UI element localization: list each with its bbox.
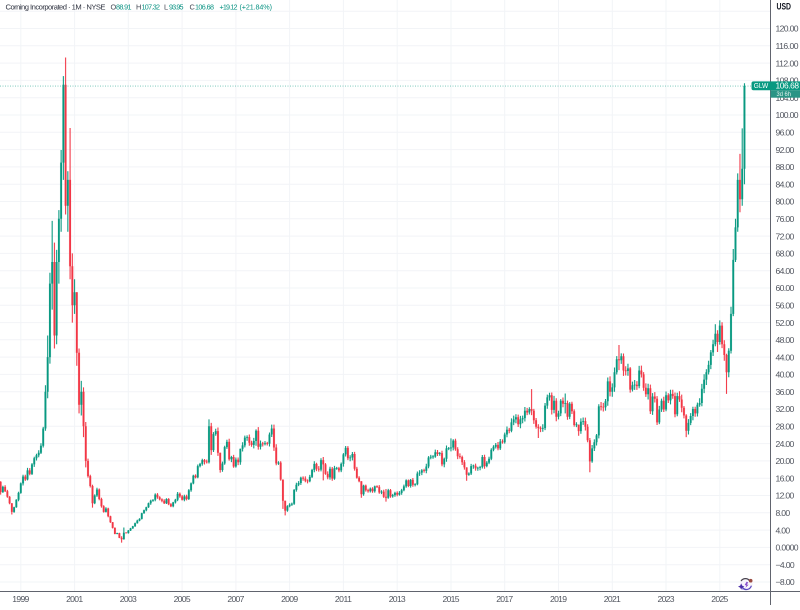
svg-text:GLW: GLW (754, 83, 769, 90)
svg-text:20.00: 20.00 (776, 456, 795, 466)
svg-text:116.00: 116.00 (776, 41, 799, 51)
svg-text:3d 6h: 3d 6h (777, 91, 792, 98)
svg-text:60.00: 60.00 (776, 283, 795, 293)
svg-text:92.00: 92.00 (776, 145, 795, 155)
svg-text:2019: 2019 (550, 594, 567, 604)
svg-text:48.00: 48.00 (776, 335, 795, 345)
svg-text:32.00: 32.00 (776, 404, 795, 414)
svg-text:16.00: 16.00 (776, 473, 795, 483)
svg-text:2001: 2001 (66, 594, 83, 604)
svg-text:120.00: 120.00 (776, 24, 799, 34)
svg-text:2015: 2015 (443, 594, 460, 604)
svg-text:2007: 2007 (227, 594, 244, 604)
svg-text:L: L (164, 3, 168, 12)
svg-text:12.00: 12.00 (776, 491, 795, 501)
svg-text:80.00: 80.00 (776, 197, 795, 207)
svg-text:Corning Incorporated · 1M · NY: Corning Incorporated · 1M · NYSE (6, 3, 106, 12)
svg-text:8.00: 8.00 (776, 508, 791, 518)
svg-text:44.00: 44.00 (776, 352, 795, 362)
svg-text:88.91: 88.91 (116, 3, 132, 12)
svg-text:106.68: 106.68 (776, 81, 800, 91)
svg-text:93.95: 93.95 (169, 3, 184, 12)
svg-text:107.32: 107.32 (142, 3, 161, 12)
svg-text:24.00: 24.00 (776, 439, 795, 449)
svg-text:72.00: 72.00 (776, 231, 795, 241)
svg-text:2011: 2011 (335, 594, 352, 604)
svg-text:52.00: 52.00 (776, 318, 795, 328)
svg-text:2009: 2009 (281, 594, 298, 604)
svg-text:84.00: 84.00 (776, 179, 795, 189)
svg-text:100.00: 100.00 (776, 110, 799, 120)
svg-text:56.00: 56.00 (776, 301, 795, 311)
svg-text:2025: 2025 (711, 594, 728, 604)
svg-text:36.00: 36.00 (776, 387, 795, 397)
svg-text:68.00: 68.00 (776, 249, 795, 259)
svg-text:76.00: 76.00 (776, 214, 795, 224)
svg-text:2021: 2021 (604, 594, 621, 604)
svg-text:96.00: 96.00 (776, 128, 795, 138)
svg-text:0.0000: 0.0000 (776, 543, 799, 553)
svg-text:(+21.84%): (+21.84%) (240, 3, 273, 12)
svg-text:28.00: 28.00 (776, 422, 795, 432)
svg-text:106.68: 106.68 (195, 3, 214, 12)
svg-text:USD: USD (777, 2, 792, 12)
svg-text:88.00: 88.00 (776, 162, 795, 172)
svg-text:2023: 2023 (658, 594, 675, 604)
svg-text:4.00: 4.00 (776, 525, 791, 535)
svg-text:+19.12: +19.12 (220, 3, 238, 12)
svg-text:40.00: 40.00 (776, 370, 795, 380)
svg-text:64.00: 64.00 (776, 266, 795, 276)
svg-text:112.00: 112.00 (776, 58, 799, 68)
svg-text:2005: 2005 (174, 594, 191, 604)
svg-text:−8.00: −8.00 (776, 577, 795, 587)
svg-text:2003: 2003 (120, 594, 137, 604)
svg-text:1999: 1999 (12, 594, 29, 604)
svg-text:−4.00: −4.00 (776, 560, 795, 570)
svg-text:2013: 2013 (389, 594, 406, 604)
svg-text:2017: 2017 (496, 594, 513, 604)
